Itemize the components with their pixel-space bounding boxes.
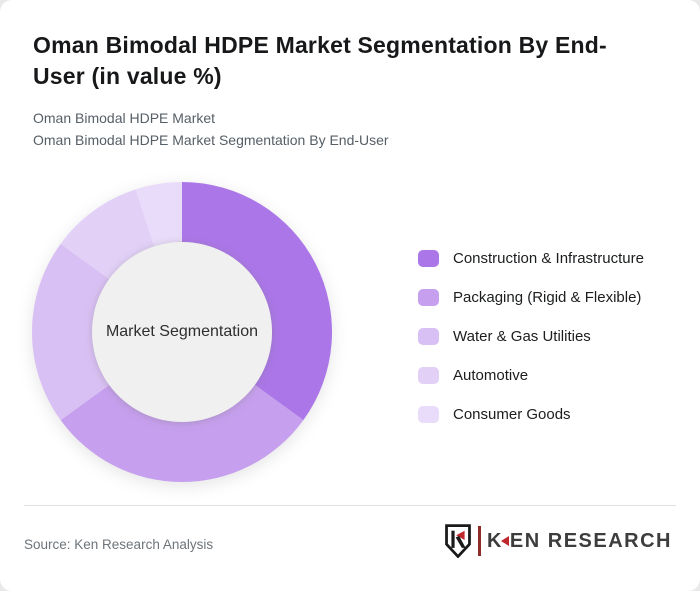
- legend-item-automotive[interactable]: Automotive: [418, 366, 644, 384]
- logo-divider-bar: [477, 526, 481, 556]
- legend-item-consumer-goods[interactable]: Consumer Goods: [418, 405, 644, 423]
- legend-item-construction-infrastructure[interactable]: Construction & Infrastructure: [418, 249, 644, 267]
- donut-segment-2[interactable]: [60, 384, 304, 482]
- donut-segment-3[interactable]: [32, 243, 110, 421]
- ken-research-logo[interactable]: K EN RESEARCH: [444, 524, 672, 558]
- donut-hole: [92, 242, 272, 422]
- chart-subtitle: Oman Bimodal HDPE Market Oman Bimodal HD…: [33, 107, 389, 151]
- legend-label: Water & Gas Utilities: [453, 327, 591, 345]
- subtitle-line-2: Oman Bimodal HDPE Market Segmentation By…: [33, 132, 389, 148]
- legend-swatch-icon: [418, 405, 439, 423]
- legend-item-packaging[interactable]: Packaging (Rigid & Flexible): [418, 288, 644, 306]
- donut-segment-4[interactable]: [60, 189, 155, 280]
- logo-letter-k: K: [486, 529, 503, 552]
- donut-segment-1[interactable]: [182, 182, 332, 421]
- logo-brand-rest: EN RESEARCH: [509, 529, 672, 552]
- donut-chart: Market Segmentation: [32, 182, 332, 482]
- ken-research-shield-icon: [445, 524, 471, 558]
- legend-item-water-gas-utilities[interactable]: Water & Gas Utilities: [418, 327, 644, 345]
- chart-title: Oman Bimodal HDPE Market Segmentation By…: [33, 32, 607, 89]
- subtitle-line-1: Oman Bimodal HDPE Market: [33, 110, 216, 126]
- source-text: Source: Ken Research Analysis: [24, 537, 214, 552]
- legend-label: Automotive: [453, 366, 529, 384]
- legend-swatch-icon: [418, 327, 439, 345]
- footer-divider: [24, 505, 676, 506]
- legend-swatch-icon: [418, 249, 439, 267]
- legend-label: Consumer Goods: [453, 405, 571, 423]
- donut-segment-5[interactable]: [135, 182, 182, 247]
- legend-swatch-icon: [418, 288, 439, 306]
- legend-label: Construction & Infrastructure: [453, 249, 644, 267]
- legend-swatch-icon: [418, 366, 439, 384]
- logo-red-triangle-icon: [500, 536, 509, 546]
- chart-legend: Construction & Infrastructure Packaging …: [418, 249, 644, 423]
- legend-label: Packaging (Rigid & Flexible): [453, 288, 642, 306]
- donut-svg: [32, 182, 332, 482]
- logo-brand-text: K EN RESEARCH: [487, 530, 672, 553]
